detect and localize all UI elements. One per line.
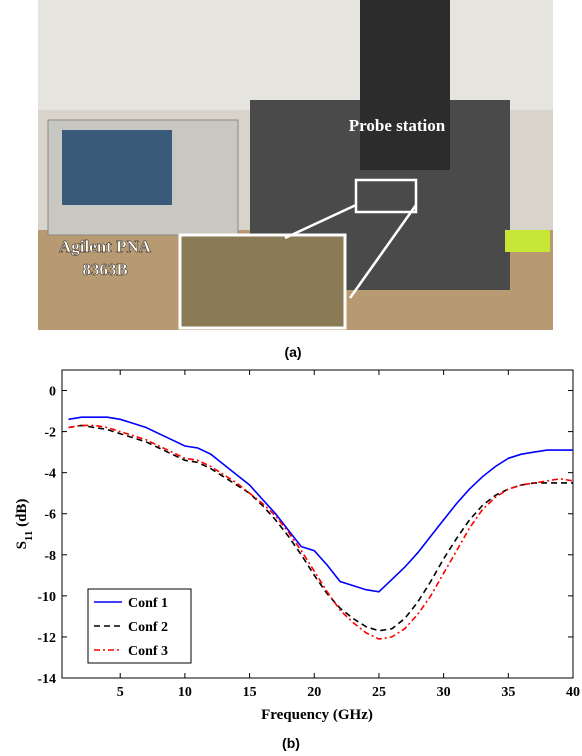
plot-frame bbox=[61, 369, 574, 679]
x-tick-label: 10 bbox=[178, 685, 192, 700]
x-tick-label: 15 bbox=[243, 685, 257, 700]
y-tick-label: 0 bbox=[49, 385, 56, 400]
x-tick-label: 25 bbox=[372, 685, 386, 700]
y-tick-label: -2 bbox=[44, 426, 56, 441]
wall bbox=[38, 0, 553, 110]
x-tick-label: 40 bbox=[566, 685, 580, 700]
y-label-unit: (dB) bbox=[14, 499, 30, 531]
line-series bbox=[68, 424, 574, 640]
caption: (b) bbox=[282, 735, 300, 751]
y-tick-label: -8 bbox=[44, 549, 56, 564]
microscope bbox=[360, 0, 450, 170]
x-tick-label: 30 bbox=[437, 685, 451, 700]
y-tick-label: -10 bbox=[37, 590, 56, 605]
note bbox=[505, 230, 550, 252]
y-axis-label: S11 (dB) bbox=[14, 499, 35, 550]
y-label-main: S bbox=[14, 541, 30, 549]
y-tick-label: -12 bbox=[37, 631, 56, 646]
pointer bbox=[348, 204, 418, 299]
legend-label: Conf 2 bbox=[128, 620, 168, 635]
inset bbox=[178, 233, 347, 330]
y-tick-label: -4 bbox=[44, 467, 56, 482]
caption: (a) bbox=[284, 344, 301, 360]
x-tick-label: 35 bbox=[501, 685, 515, 700]
line-series bbox=[68, 416, 573, 593]
zoom-box bbox=[354, 178, 418, 214]
photo: Probe station Agilent PNA 8363B bbox=[38, 0, 553, 330]
x-axis-label: Frequency (GHz) bbox=[261, 707, 373, 723]
line-series bbox=[68, 424, 573, 632]
x-tick-label: 5 bbox=[117, 685, 124, 700]
photo-label: 8363B bbox=[82, 260, 127, 279]
y-tick-label: -6 bbox=[44, 508, 56, 523]
y-tick-label: -14 bbox=[37, 672, 56, 687]
photo-label: Agilent PNA bbox=[59, 237, 152, 256]
x-tick-label: 20 bbox=[307, 685, 321, 700]
y-label-sub: 11 bbox=[23, 531, 35, 541]
legend-label: Conf 1 bbox=[128, 596, 168, 611]
legend-label: Conf 3 bbox=[128, 644, 168, 659]
pointer bbox=[284, 203, 357, 240]
analyzer-screen bbox=[62, 130, 172, 205]
photo-label: Probe station bbox=[349, 116, 446, 135]
